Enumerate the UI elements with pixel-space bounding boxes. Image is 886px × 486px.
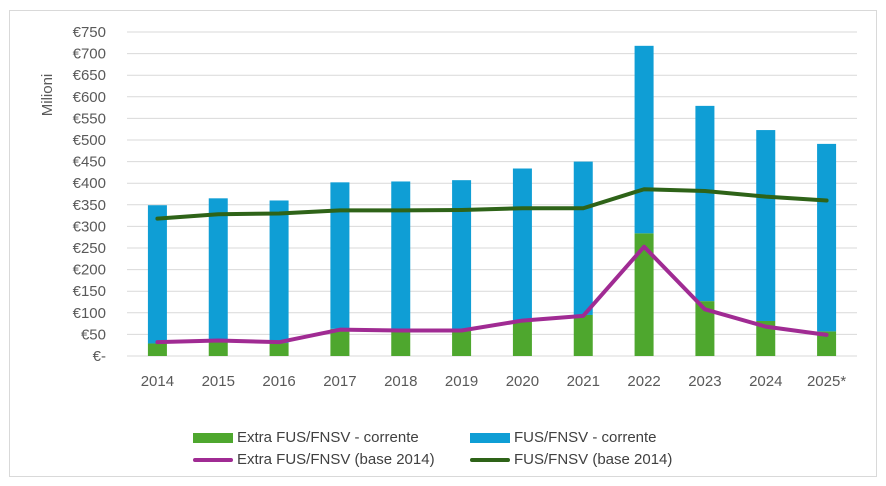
y-tick-label: €650	[73, 67, 106, 84]
y-tick-label: €150	[73, 283, 106, 300]
y-tick-label: €200	[73, 262, 106, 279]
legend-swatch	[470, 457, 510, 462]
bar-fus-corrente	[756, 130, 776, 322]
y-tick-label: €700	[73, 46, 106, 63]
x-tick-label: 2021	[567, 373, 600, 390]
bar-extra-corrente	[391, 330, 411, 356]
y-tick-label: €-	[93, 348, 106, 365]
y-tick-label: €50	[81, 326, 106, 343]
bar-fus-corrente	[512, 168, 532, 322]
bar-extra-corrente	[452, 330, 472, 356]
bar-extra-corrente	[208, 340, 228, 356]
x-tick-label: 2014	[141, 373, 174, 390]
bar-fus-corrente	[269, 200, 289, 344]
y-tick-label: €600	[73, 89, 106, 106]
legend-label: FUS/FNSV - corrente	[514, 429, 657, 446]
bar-extra-corrente	[269, 343, 289, 356]
x-tick-label: 2023	[688, 373, 721, 390]
y-tick-label: €250	[73, 240, 106, 257]
bar-fus-corrente	[452, 180, 472, 331]
legend-swatch	[193, 457, 233, 462]
legend-item-fus-corrente: FUS/FNSV - corrente	[470, 429, 657, 446]
bar-fus-corrente	[817, 143, 837, 332]
y-tick-label: €450	[73, 154, 106, 171]
x-tick-label: 2020	[506, 373, 539, 390]
line-fus-base	[155, 187, 829, 221]
chart-frame	[9, 10, 877, 477]
legend-label: FUS/FNSV (base 2014)	[514, 451, 673, 468]
bar-extra-corrente	[330, 328, 350, 356]
y-tick-label: €750	[73, 24, 106, 41]
y-axis-label: Milioni	[39, 74, 56, 117]
y-tick-label: €300	[73, 218, 106, 235]
bar-fus-corrente	[208, 198, 228, 341]
bar-extra-corrente	[512, 321, 532, 356]
y-tick-label: €100	[73, 305, 106, 322]
legend-label: Extra FUS/FNSV (base 2014)	[237, 451, 435, 468]
x-tick-label: 2018	[384, 373, 417, 390]
legend-label: Extra FUS/FNSV - corrente	[237, 429, 419, 446]
bar-extra-corrente	[756, 321, 776, 356]
x-tick-label: 2017	[323, 373, 356, 390]
bar-extra-corrente	[634, 233, 654, 356]
bar-extra-corrente	[817, 331, 837, 356]
y-tick-label: €350	[73, 197, 106, 214]
legend-item-fus-base: FUS/FNSV (base 2014)	[470, 451, 672, 468]
x-tick-label: 2025*	[807, 373, 846, 390]
bar-fus-corrente	[391, 181, 411, 331]
bar-extra-corrente	[573, 314, 593, 356]
x-tick-label: 2019	[445, 373, 478, 390]
x-tick-label: 2015	[202, 373, 235, 390]
x-tick-label: 2016	[262, 373, 295, 390]
y-tick-label: €500	[73, 132, 106, 149]
bar-extra-corrente	[695, 301, 715, 356]
bar-fus-corrente	[634, 45, 654, 234]
bar-fus-corrente	[147, 205, 167, 344]
x-tick-label: 2022	[627, 373, 660, 390]
x-tick-label: 2024	[749, 373, 782, 390]
legend-swatch	[193, 432, 233, 443]
bar-fus-corrente	[330, 182, 350, 329]
legend-item-extra-corrente: Extra FUS/FNSV - corrente	[193, 429, 419, 446]
y-tick-label: €550	[73, 110, 106, 127]
bar-fus-corrente	[695, 105, 715, 302]
line-extra-base	[155, 244, 829, 345]
legend-item-extra-base: Extra FUS/FNSV (base 2014)	[193, 451, 435, 468]
y-tick-label: €400	[73, 175, 106, 192]
legend-swatch	[470, 432, 510, 443]
bar-fus-corrente	[573, 161, 593, 315]
bar-extra-corrente	[147, 343, 167, 356]
